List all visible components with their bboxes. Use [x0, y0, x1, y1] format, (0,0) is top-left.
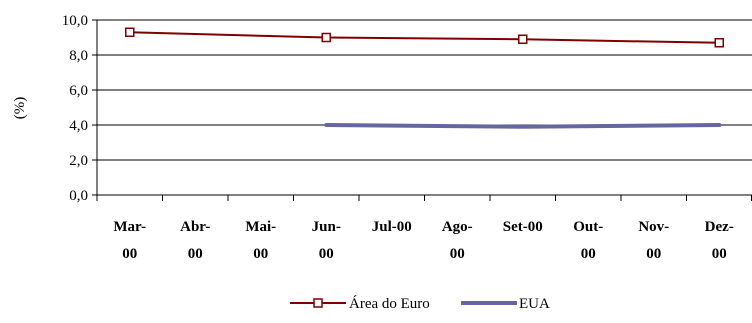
- y-tick-label: 8,0: [69, 48, 88, 64]
- y-tick-label: 0,0: [69, 188, 88, 204]
- y-tick-label: 6,0: [69, 83, 88, 99]
- x-tick-label-line: Set-00: [503, 219, 543, 235]
- x-tick-labels: Mar- 00 Abr- 00 Mai- 00 Jun- 00 Jul-00 Ago- 00 Set-…: [113, 219, 733, 262]
- data-point: [125, 27, 135, 37]
- x-tick-label-line: Ago-: [442, 219, 473, 235]
- legend-label-area-do-euro: Área do Euro: [349, 295, 430, 312]
- series-lines: [125, 27, 724, 129]
- x-tick-label-line: 00: [646, 246, 661, 262]
- x-tick-label-line: 00: [122, 246, 137, 262]
- legend: Área do Euro EUA: [290, 295, 550, 312]
- data-point: [321, 32, 331, 43]
- x-tick-label-line: Mai-: [245, 219, 276, 235]
- x-tick-label-line: 00: [319, 246, 334, 262]
- legend-marker: [313, 298, 323, 308]
- x-tick-label-line: Mar-: [113, 219, 146, 235]
- data-point: [518, 34, 528, 44]
- y-axis-label: (%): [12, 97, 28, 120]
- x-tick-label: Jun- 00: [312, 219, 341, 262]
- x-tick-label-line: 00: [450, 246, 465, 262]
- x-tick-label-line: Out-: [573, 219, 603, 235]
- x-tick-label: Nov- 00: [638, 219, 669, 262]
- y-tick-label: 4,0: [69, 118, 88, 134]
- x-tick-label-line: Abr-: [180, 219, 210, 235]
- y-tick-label: 10,0: [62, 13, 88, 29]
- x-tick-label: Ago- 00: [442, 219, 473, 262]
- data-point: [714, 38, 724, 48]
- gridlines: [92, 19, 752, 196]
- x-tick-label: Set-00: [503, 219, 543, 235]
- x-tick-label: Dez- 00: [705, 219, 734, 262]
- x-tick-label: Jul-00: [372, 219, 412, 235]
- x-tick-label-line: 00: [581, 246, 596, 262]
- x-tick-label-line: 00: [253, 246, 268, 262]
- x-tick-label-line: 00: [712, 246, 727, 262]
- x-tick-label: Out- 00: [573, 219, 603, 262]
- y-tick-labels: 0,0 2,0 4,0 6,0 8,0 10,0: [62, 13, 88, 204]
- x-tick-label-line: Jun-: [312, 219, 341, 235]
- x-tick-label: Mar- 00: [113, 219, 146, 262]
- x-tick-label: Abr- 00: [180, 219, 210, 262]
- axes: [96, 20, 752, 201]
- x-tick-label: Mai- 00: [245, 219, 276, 262]
- x-tick-label-line: Jul-00: [372, 219, 412, 235]
- y-tick-label: 2,0: [69, 153, 88, 169]
- x-tick-label-line: Nov-: [638, 219, 669, 235]
- series-line: [128, 31, 721, 44]
- legend-label-eua: EUA: [519, 296, 550, 312]
- x-tick-label-line: Dez-: [705, 219, 734, 235]
- series-line: [324, 123, 722, 129]
- x-tick-label-line: 00: [188, 246, 203, 262]
